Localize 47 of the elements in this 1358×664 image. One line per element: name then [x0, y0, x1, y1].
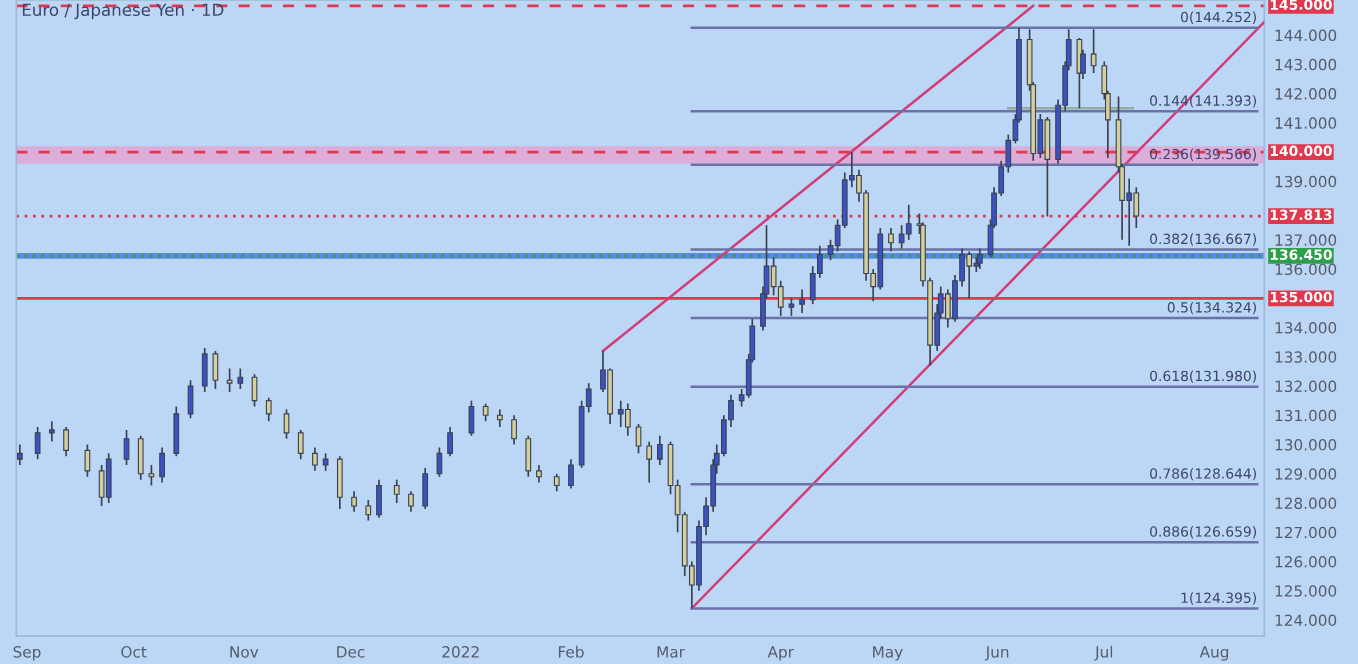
candlestick — [265, 396, 272, 422]
candlestick — [393, 478, 400, 504]
candlestick — [976, 247, 983, 270]
candlestick — [468, 399, 475, 437]
candlestick — [34, 426, 41, 461]
candlestick — [84, 443, 91, 478]
candlestick — [226, 367, 233, 393]
candlestick — [436, 446, 443, 478]
candlestick — [148, 464, 155, 487]
candlestick — [137, 434, 144, 481]
candlestick — [297, 429, 304, 461]
candlestick — [646, 440, 653, 484]
candlestick — [496, 408, 503, 428]
candlestick — [635, 423, 642, 455]
candlestick — [105, 452, 112, 504]
candlestick — [966, 250, 973, 300]
candlestick — [617, 399, 624, 428]
candlestick — [944, 288, 951, 329]
candlestick — [624, 402, 631, 437]
candlestick — [365, 499, 372, 522]
candlestick — [173, 405, 180, 458]
candlestick — [973, 256, 980, 273]
candlestick — [568, 458, 574, 490]
candlestick — [408, 490, 414, 513]
chart-title: Euro / Japanese Yen · 1D — [22, 3, 224, 20]
candlestick — [799, 288, 805, 314]
candlestick — [525, 434, 532, 478]
candlestick — [1044, 116, 1051, 218]
candlestick — [1090, 28, 1097, 74]
candlestick — [63, 426, 69, 458]
candlestick — [16, 443, 23, 466]
candlestick — [905, 203, 912, 241]
candlestick — [422, 467, 429, 510]
candlestick — [159, 446, 165, 484]
candlestick — [888, 227, 894, 253]
candlestick — [237, 367, 244, 390]
candlestick — [511, 414, 517, 446]
candlestick — [351, 490, 357, 513]
candlestick — [201, 347, 208, 393]
candlestick — [312, 446, 318, 472]
candlestick — [447, 426, 453, 458]
candlestick — [336, 455, 343, 510]
candlestick — [48, 420, 55, 443]
candlestick — [212, 350, 219, 390]
candlestick — [98, 464, 105, 507]
candlestick — [376, 478, 382, 519]
candlestick — [656, 434, 663, 466]
